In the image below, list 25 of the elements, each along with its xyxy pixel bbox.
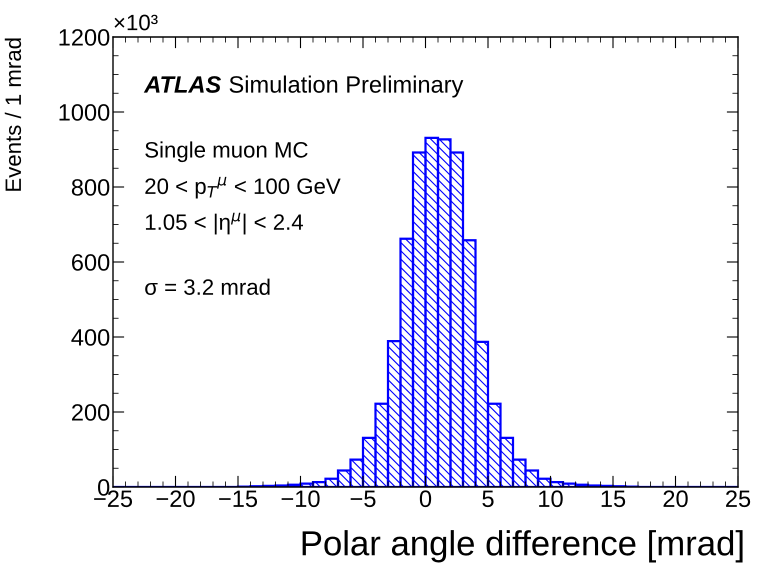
x-tick-label: −5 xyxy=(350,490,376,508)
x-tick-label: −20 xyxy=(156,490,195,508)
x-tick-label: −15 xyxy=(219,490,258,508)
annotation: Simulation Preliminary xyxy=(230,75,464,98)
text: ×10³ xyxy=(114,14,158,30)
x-tick-label: 10 xyxy=(539,490,563,508)
annotation: 20 < p$_{T}$$^{μ}$ < 100 GeV xyxy=(145,176,341,198)
annotation: σ = 3.2 mrad xyxy=(145,278,270,295)
x-tick-label: 20 xyxy=(664,490,688,508)
y-tick-label: 200 xyxy=(72,404,110,421)
y-tick-label: 800 xyxy=(72,179,110,196)
y-tick-label: 400 xyxy=(71,329,110,346)
x-tick-label: −10 xyxy=(282,490,320,508)
y-tick-label: 600 xyxy=(72,254,110,271)
y-tick-label: 1200 xyxy=(60,29,110,46)
x-axis-title: Polar angle difference [mrad] xyxy=(302,530,743,562)
x-tick-label: 0 xyxy=(420,490,432,508)
y-tick-label: 1000 xyxy=(60,104,110,121)
annotation: ATLAS xyxy=(144,76,221,93)
annotation: 1.05 < |η$^{μ}$| < 2.4 xyxy=(146,212,304,234)
annotation: Single muon MC xyxy=(145,141,308,162)
x-tick-label: 25 xyxy=(726,490,750,508)
x-tick-label: 5 xyxy=(482,490,494,508)
y-axis-title: Events / 1 mrad xyxy=(4,38,22,191)
x-tick-label: 15 xyxy=(602,490,626,508)
